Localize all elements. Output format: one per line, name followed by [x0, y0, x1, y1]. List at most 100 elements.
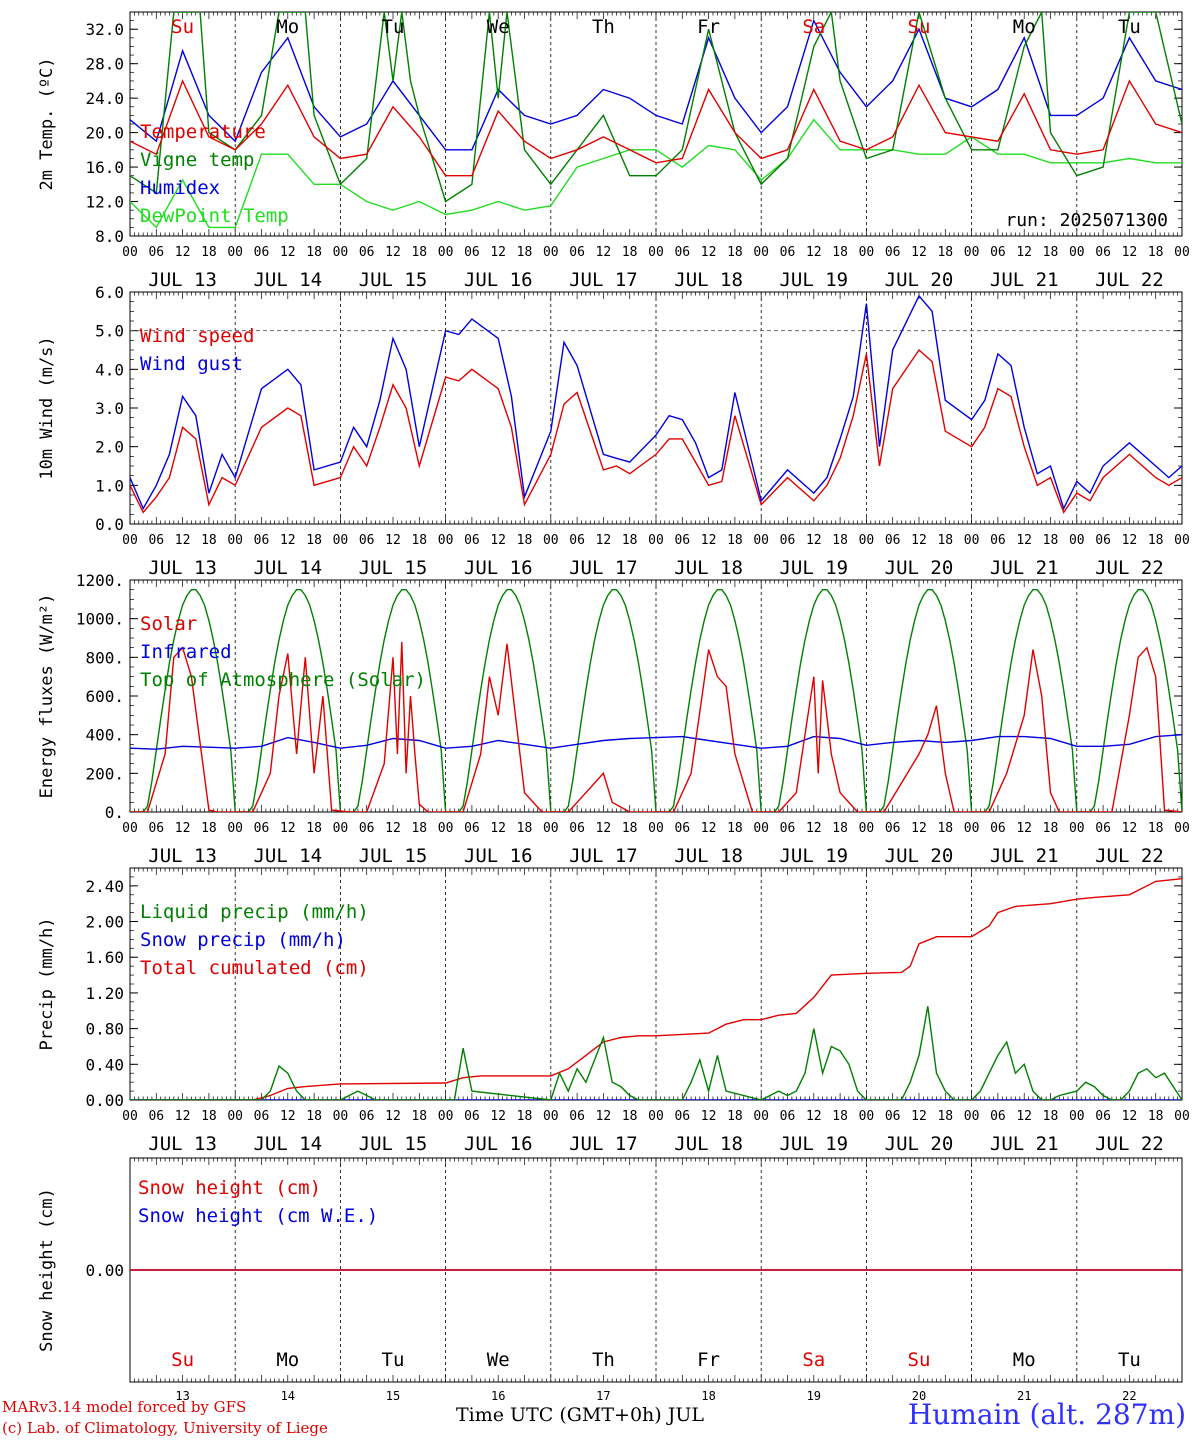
- hour-tick-label: 00: [753, 821, 769, 836]
- hour-tick-label: 00: [438, 533, 454, 548]
- hour-tick-label: 12: [596, 1109, 612, 1124]
- hour-tick-label: 00: [333, 821, 349, 836]
- legend-entry: Top of Atmosphere (Solar): [140, 669, 426, 691]
- hour-tick-label: 00: [648, 1109, 664, 1124]
- date-label: JUL 19: [779, 845, 848, 867]
- hour-tick-label: 18: [622, 533, 638, 548]
- weekday-label: Su: [171, 16, 194, 38]
- hour-tick-label: 00: [648, 245, 664, 260]
- hour-tick-label: 06: [674, 533, 690, 548]
- date-label: JUL 17: [569, 269, 638, 291]
- series-group: [130, 589, 1182, 812]
- hour-tick-label: 00: [543, 245, 559, 260]
- hour-tick-label: 06: [359, 821, 375, 836]
- hour-tick-label: 12: [596, 821, 612, 836]
- hour-tick-label: 12: [175, 1109, 191, 1124]
- weekday-label: Sa: [802, 1349, 825, 1371]
- series-line: [130, 118, 1182, 229]
- y-tick-label: 32.0: [85, 20, 124, 39]
- weekday-label: Tu: [382, 1349, 405, 1371]
- weekday-label: Fr: [697, 16, 720, 38]
- hour-tick-label: 18: [411, 533, 427, 548]
- hour-tick-label: 12: [911, 1109, 927, 1124]
- hour-tick-label: 12: [701, 245, 717, 260]
- panel-4: 0.00 0.40 0.80 1.20 1.60 2.00 2.40 Precip (mm/h…: [37, 867, 1190, 1155]
- hour-tick-label: 06: [1095, 821, 1111, 836]
- day-number-label: 14: [281, 1389, 295, 1403]
- day-number-label: 21: [1017, 1389, 1031, 1403]
- hour-tick-label: 18: [937, 821, 953, 836]
- weekday-label: Sa: [802, 16, 825, 38]
- series-line: [130, 1006, 1182, 1100]
- date-label: JUL 16: [464, 845, 533, 867]
- y-tick-label: 1.0: [95, 476, 124, 495]
- hour-tick-label: 06: [780, 821, 796, 836]
- date-label: JUL 19: [779, 1133, 848, 1155]
- hour-tick-label: 18: [411, 245, 427, 260]
- hour-tick-label: 12: [1016, 245, 1032, 260]
- y-tick-label: 2.00: [85, 913, 124, 932]
- weekday-label: Su: [908, 16, 931, 38]
- day-number-label: 13: [175, 1389, 189, 1403]
- date-label: JUL 13: [148, 269, 217, 291]
- hour-tick-label: 12: [911, 533, 927, 548]
- y-tick-label: 28.0: [85, 55, 124, 74]
- weekday-label: Mo: [276, 16, 299, 38]
- hour-tick-label: 00: [438, 1109, 454, 1124]
- date-label: JUL 15: [359, 269, 428, 291]
- legend-entry: Snow precip (mm/h): [140, 929, 346, 951]
- location-label: Humain (alt. 287m): [907, 1398, 1186, 1431]
- hour-tick-label: 06: [885, 245, 901, 260]
- hour-tick-label: 18: [937, 1109, 953, 1124]
- date-label: JUL 16: [464, 557, 533, 579]
- hour-tick-label: 06: [464, 821, 480, 836]
- legend-entry: Temperature: [140, 121, 266, 143]
- hour-tick-label: 18: [1148, 821, 1164, 836]
- hour-tick-label: 18: [727, 821, 743, 836]
- hour-tick-label: 00: [1069, 1109, 1085, 1124]
- hour-tick-label: 06: [780, 533, 796, 548]
- hour-tick-label: 00: [1069, 533, 1085, 548]
- legend-entry: Vigne temp: [140, 149, 254, 171]
- hour-tick-label: 06: [569, 245, 585, 260]
- hour-tick-label: 12: [385, 533, 401, 548]
- hour-tick-label: 06: [359, 1109, 375, 1124]
- hour-tick-label: 18: [306, 245, 322, 260]
- hour-tick-label: 18: [1148, 533, 1164, 548]
- hour-tick-label: 12: [701, 533, 717, 548]
- series-line: [130, 878, 1182, 1100]
- date-label: JUL 15: [359, 845, 428, 867]
- y-axis-label: Snow height (cm): [37, 1188, 57, 1352]
- date-label: JUL 17: [569, 1133, 638, 1155]
- hour-tick-label: 00: [227, 821, 243, 836]
- hour-tick-label: 00: [543, 533, 559, 548]
- hour-tick-label: 06: [674, 1109, 690, 1124]
- date-label: JUL 19: [779, 557, 848, 579]
- hour-tick-label: 18: [517, 245, 533, 260]
- hour-tick-label: 00: [1174, 821, 1190, 836]
- weekday-label: Mo: [1013, 16, 1036, 38]
- weekday-label: Th: [592, 16, 615, 38]
- date-label: JUL 13: [148, 845, 217, 867]
- legend-entry: Infrared: [140, 641, 232, 663]
- hour-tick-label: 00: [122, 245, 138, 260]
- y-tick-label: 6.0: [95, 283, 124, 302]
- hour-tick-label: 12: [806, 1109, 822, 1124]
- hour-tick-label: 12: [1016, 821, 1032, 836]
- y-tick-label: 3.0: [95, 399, 124, 418]
- legend-entry: DewPoint Temp: [140, 205, 289, 227]
- time-axis-label: Time UTC (GMT+0h) JUL: [456, 1404, 704, 1426]
- hour-tick-label: 18: [622, 1109, 638, 1124]
- series-group: [130, 878, 1182, 1100]
- date-label: JUL 21: [990, 269, 1059, 291]
- panel-5: 0.00 Snow height (cm) Snow height (cm) Snow…: [37, 1157, 1183, 1383]
- hour-tick-label: 00: [122, 1109, 138, 1124]
- hour-tick-label: 12: [175, 245, 191, 260]
- weekday-label: We: [487, 1349, 510, 1371]
- hour-tick-label: 06: [254, 533, 270, 548]
- hour-tick-label: 12: [701, 1109, 717, 1124]
- hour-tick-label: 18: [411, 821, 427, 836]
- hour-tick-label: 18: [201, 533, 217, 548]
- date-label: JUL 20: [885, 557, 954, 579]
- date-label: JUL 18: [674, 269, 743, 291]
